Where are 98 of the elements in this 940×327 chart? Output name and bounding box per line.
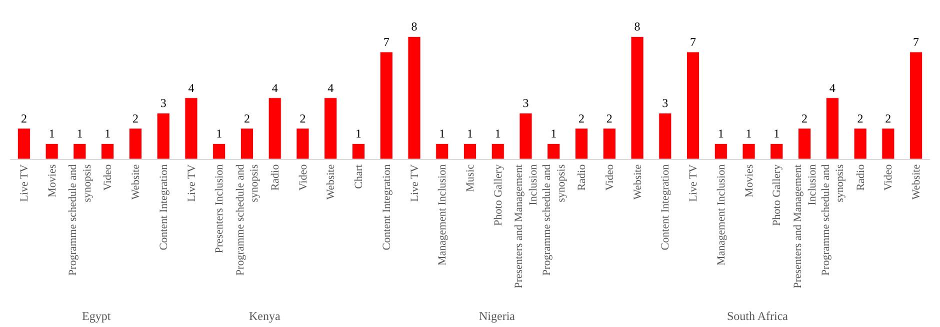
x-axis-title: Nigeria: [479, 309, 516, 323]
x-axis-title: South Africa: [727, 309, 789, 323]
data-label: 1: [48, 126, 55, 141]
bar: [268, 98, 282, 159]
bar: [519, 112, 532, 159]
bar: [547, 143, 560, 159]
x-tick-label: Content Integration: [158, 164, 170, 250]
data-label: 4: [829, 80, 836, 95]
data-label: 2: [244, 111, 250, 126]
bar: [714, 143, 728, 159]
bar: [658, 112, 672, 159]
data-label: 2: [885, 111, 892, 126]
x-tick-label: Movies: [46, 164, 58, 198]
bar: [380, 52, 393, 159]
bar: [324, 98, 338, 159]
data-label: 1: [439, 126, 446, 141]
bar: [408, 36, 421, 159]
x-tick-label: Chart: [353, 164, 366, 189]
data-label: 1: [467, 126, 473, 141]
x-tick-label: Photo Gallery: [771, 164, 784, 226]
data-label: 4: [272, 80, 278, 95]
x-tick-label: Programme schedule and synopsis: [820, 164, 846, 276]
x-tick-label: Music: [464, 164, 477, 192]
x-tick-label: Management Inclusion: [715, 164, 728, 266]
bar: [798, 128, 812, 159]
x-axis-title: Kenya: [249, 309, 281, 323]
x-tick-label: Presenters and Management Inclusion: [513, 164, 540, 288]
x-tick-label: Website: [632, 164, 644, 200]
data-label: 4: [188, 80, 194, 95]
bar: [742, 143, 756, 159]
bar: [602, 128, 616, 159]
x-tick-label: Video: [882, 164, 895, 191]
data-label: 8: [634, 20, 640, 34]
x-tick-label: Video: [102, 164, 114, 191]
data-label: 7: [913, 34, 920, 49]
data-label: 2: [20, 111, 27, 126]
x-axis-title: Egypt: [82, 309, 112, 323]
x-tick-label: Presenters Inclusion: [214, 164, 226, 254]
x-tick-label: Content Integration: [380, 164, 393, 250]
x-tick-label: Management Inclusion: [436, 164, 449, 266]
bar: [156, 112, 170, 159]
data-label: 1: [494, 126, 501, 141]
x-tick-label: Content Integration: [660, 164, 672, 250]
x-tick-label: Live TV: [186, 164, 198, 202]
bar: [184, 98, 198, 159]
data-label: 1: [76, 126, 83, 141]
bar: [240, 128, 254, 159]
bar: [826, 98, 839, 159]
data-label: 2: [857, 111, 864, 126]
x-tick-label: Live TV: [18, 164, 31, 202]
data-label: 7: [383, 34, 390, 49]
x-tick-label: Website: [130, 164, 142, 200]
bar: [296, 128, 310, 159]
x-tick-label: Website: [325, 164, 338, 200]
data-label: 2: [132, 111, 138, 126]
bar: [212, 143, 226, 159]
data-label: 1: [774, 126, 780, 141]
data-label: 7: [690, 34, 696, 49]
data-label: 2: [606, 111, 612, 126]
x-tick-label: Live TV: [408, 164, 421, 202]
x-tick-label: Video: [604, 164, 616, 191]
x-tick-label: Programme schedule and synopsis: [541, 164, 568, 276]
bar: [910, 52, 923, 159]
data-label: 8: [411, 20, 418, 34]
x-tick-label: Radio: [269, 164, 282, 191]
bar: [882, 128, 895, 159]
x-tick-label: Programme schedule and synopsis: [67, 164, 94, 276]
bar: [574, 128, 588, 159]
data-label: 3: [522, 96, 529, 110]
data-label: 4: [328, 80, 334, 95]
data-label: 1: [746, 126, 752, 141]
x-tick-label: Programme schedule and synopsis: [234, 164, 261, 276]
x-tick-label: Radio: [854, 164, 867, 191]
x-tick-label: Website: [910, 164, 923, 200]
bar: [436, 143, 449, 159]
bar: [770, 143, 784, 159]
data-label: 3: [662, 96, 668, 110]
data-label: 2: [802, 111, 808, 126]
bar: [854, 128, 867, 159]
data-label: 1: [216, 126, 222, 141]
bar: [463, 143, 477, 159]
x-tick-label: Live TV: [688, 164, 700, 202]
data-label: 2: [300, 111, 306, 126]
x-tick-label: Photo Gallery: [492, 164, 504, 226]
bar: [686, 52, 700, 159]
bar: [352, 143, 366, 159]
data-label: 1: [718, 126, 724, 141]
data-label: 1: [550, 126, 557, 141]
x-tick-label: Radio: [576, 164, 588, 191]
x-tick-label: Video: [297, 164, 310, 191]
data-label: 1: [355, 126, 362, 141]
data-label: 3: [160, 96, 166, 110]
x-tick-label: Presenters and Management Inclusion: [792, 164, 818, 288]
x-tick-label: Movies: [743, 164, 756, 198]
data-label: 2: [578, 111, 585, 126]
bar: [630, 36, 644, 159]
data-label: 1: [104, 126, 111, 141]
bar: [491, 143, 504, 159]
